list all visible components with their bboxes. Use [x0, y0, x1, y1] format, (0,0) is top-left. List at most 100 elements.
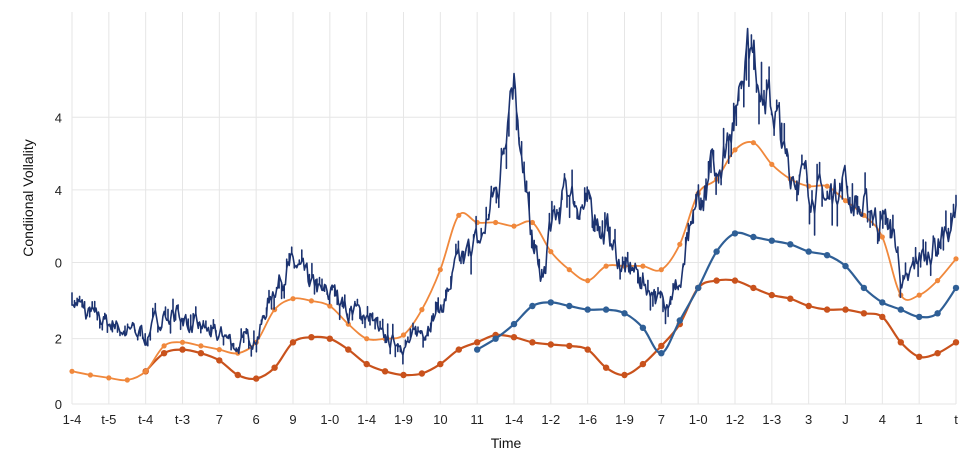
dark-orange-point [529, 339, 536, 346]
y-tick-label: 0 [55, 397, 62, 412]
light-orange-point [493, 219, 499, 226]
light-orange-point [953, 256, 959, 262]
light-orange-point [290, 296, 296, 302]
grid [71, 12, 957, 405]
dark-orange-point [584, 346, 591, 353]
x-tick-label: t-5 [101, 412, 116, 427]
dark-orange-point [897, 339, 904, 346]
light-orange-point [456, 212, 462, 218]
x-tick-label: 1-0 [689, 412, 708, 427]
dark-orange-point [289, 339, 297, 346]
light-orange-point [769, 161, 775, 167]
dark-orange-point [381, 368, 389, 375]
light-orange-point [179, 339, 186, 345]
light-orange-point [842, 198, 849, 204]
x-tick-label: 1-4 [63, 412, 82, 427]
blue-point [731, 230, 739, 237]
dark-orange-point [934, 350, 941, 357]
light-orange-point [677, 241, 683, 247]
light-orange-point [529, 219, 536, 226]
x-tick-label: 1-0 [320, 412, 339, 427]
dark-orange-point [418, 370, 426, 377]
light-orange-point [308, 298, 314, 304]
dark-orange-point [345, 346, 352, 353]
light-orange-point [935, 278, 941, 284]
dark-orange-point [731, 277, 739, 284]
light-orange-point [732, 147, 738, 153]
x-tick-label: 1-9 [615, 412, 634, 427]
blue-point [713, 248, 720, 255]
dark-orange-point [768, 291, 775, 299]
dark-orange-point [952, 339, 960, 346]
tick-labels: 1-4 t-5 t-4 t-3 7 6 9 1-0 1-4 1-9 10 11 1-4 1-2 1-6 1-9… [55, 110, 958, 427]
dark-orange-point [437, 360, 444, 368]
y-tick-label: 4 [55, 110, 62, 125]
blue-point [510, 320, 518, 328]
blue-point [805, 248, 812, 255]
blue-point [879, 299, 886, 306]
blue-point [529, 302, 536, 310]
series-layer [69, 27, 960, 383]
dark-orange-point [621, 371, 628, 379]
blue-point [934, 310, 941, 317]
x-tick-label: 10 [433, 412, 447, 427]
blue-point [602, 306, 610, 313]
blue-point [787, 241, 794, 248]
blue-point [750, 233, 757, 241]
x-tick-label: t [954, 412, 958, 427]
dark-orange-point [326, 335, 333, 342]
y-axis-title: Condiional Vollality [20, 139, 36, 257]
light-orange-point [345, 321, 351, 327]
light-orange-point [400, 332, 407, 338]
dark-orange-point [455, 346, 462, 353]
dark-orange-point [787, 295, 794, 302]
dark-orange-point [234, 371, 241, 379]
light-orange-point [916, 292, 922, 298]
light-orange-point [585, 278, 591, 284]
blue-point [621, 310, 628, 317]
light-orange-point [69, 368, 75, 374]
light-orange-point [658, 267, 664, 273]
x-axis-title: Time [491, 435, 522, 451]
volatility-series-line [71, 27, 957, 365]
light-orange-point [640, 263, 646, 269]
x-tick-label: 1-4 [357, 412, 376, 427]
x-tick-label: t-4 [138, 412, 153, 427]
x-tick-label: 7 [216, 412, 223, 427]
dark-orange-point [750, 284, 757, 292]
dark-orange-point [510, 334, 518, 341]
x-tick-label: 11 [470, 412, 484, 427]
x-tick-label: 1-6 [578, 412, 597, 427]
dark-orange-point [216, 357, 223, 364]
dark-orange-point [713, 277, 720, 284]
x-tick-label: 3 [805, 412, 812, 427]
light-orange-point [327, 303, 333, 309]
light-orange-point [437, 267, 443, 273]
blue-point [695, 284, 702, 292]
y-tick-label: 0 [55, 255, 62, 270]
light-orange-point [750, 140, 757, 146]
light-orange-point [216, 347, 222, 353]
dark-orange-point [860, 310, 868, 317]
dark-orange-point [253, 375, 260, 382]
light-orange-point [419, 307, 425, 313]
dark-orange-point [308, 334, 315, 341]
blue-point [897, 306, 904, 313]
blue-point [474, 346, 481, 353]
x-tick-label: 1-2 [726, 412, 745, 427]
x-tick-label: J [842, 412, 849, 427]
x-tick-label: 1-9 [394, 412, 413, 427]
x-tick-label: 7 [658, 412, 665, 427]
blue-point [916, 313, 923, 321]
dark-orange-point [805, 302, 812, 310]
y-tick-label: 4 [55, 183, 62, 198]
blue-point [860, 284, 868, 292]
light-orange-point [566, 267, 572, 273]
dark-orange-point [197, 350, 205, 357]
dark-orange-point [639, 360, 647, 368]
dark-orange-point [842, 306, 849, 313]
dark-orange-point [547, 341, 554, 348]
light-orange-point [124, 377, 130, 383]
